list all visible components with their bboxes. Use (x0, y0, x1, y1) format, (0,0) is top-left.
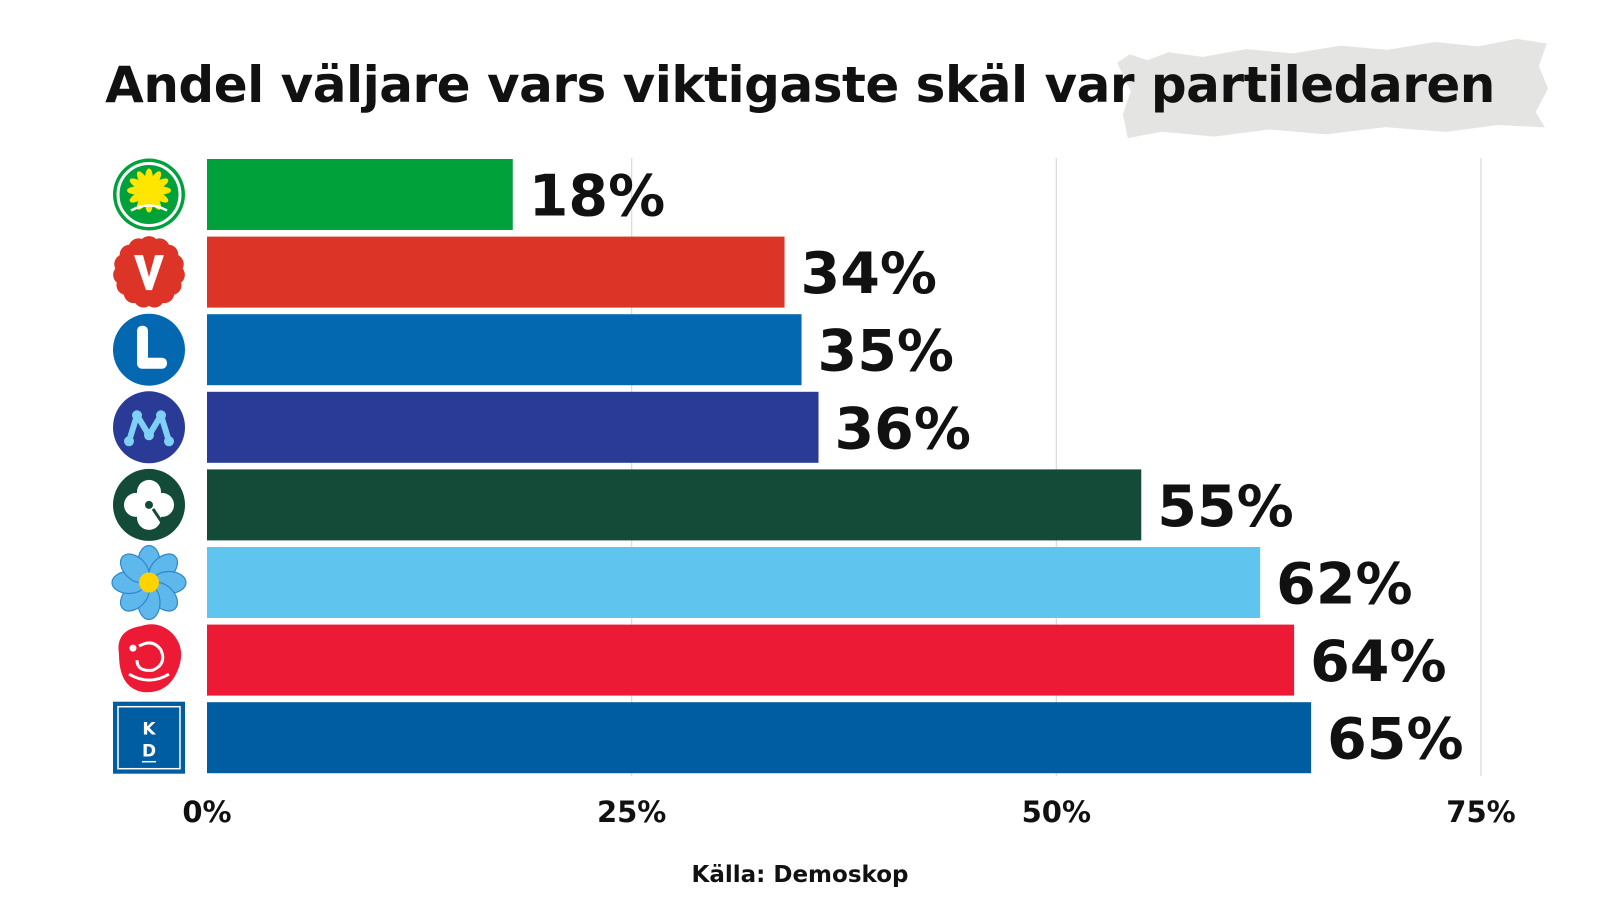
bar-sd (207, 547, 1261, 618)
source-note: Källa: Demoskop (691, 862, 909, 888)
value-label: 18% (529, 164, 665, 230)
bar-c (207, 469, 1142, 541)
value-label: 62% (1276, 552, 1412, 618)
value-label: 34% (801, 241, 937, 307)
title-area: Andel väljare vars viktigaste skäl var p… (0, 44, 1600, 139)
bar-v (207, 236, 785, 308)
x-axis-ticks: 0% 25% 50% 75% (182, 795, 1515, 829)
x-tick-label: 0% (182, 795, 231, 829)
value-labels: 18% 34% 35% 36% 55% 62% 64% 65% (529, 164, 1464, 773)
s-rose-icon (118, 624, 182, 693)
value-label: 36% (835, 396, 971, 462)
bar-kd (207, 702, 1312, 774)
value-label: 35% (818, 319, 954, 385)
mp-dandelion-icon (113, 158, 185, 231)
x-tick-label: 75% (1446, 795, 1515, 829)
kd-logo-icon: KD (113, 701, 185, 774)
l-letter-icon (113, 313, 185, 386)
v-carnation-icon (113, 236, 185, 308)
bar-l (207, 314, 802, 386)
value-label: 55% (1157, 474, 1293, 540)
kd-letter-k: K (142, 720, 156, 740)
value-label: 64% (1310, 629, 1446, 695)
x-tick-label: 50% (1022, 795, 1091, 829)
x-tick-label: 25% (597, 795, 666, 829)
c-clover-icon (113, 468, 185, 541)
bar-mp (207, 159, 513, 230)
bar-s (207, 624, 1295, 696)
chart-title: Andel väljare vars viktigaste skäl var p… (105, 56, 1495, 114)
value-label: 65% (1327, 707, 1463, 773)
bars (207, 159, 1312, 774)
party-icons: KD (111, 158, 187, 774)
bar-m (207, 391, 819, 463)
sd-hepatica-icon (111, 544, 187, 621)
m-logo-icon (113, 391, 185, 464)
kd-letter-d: D (142, 742, 156, 762)
